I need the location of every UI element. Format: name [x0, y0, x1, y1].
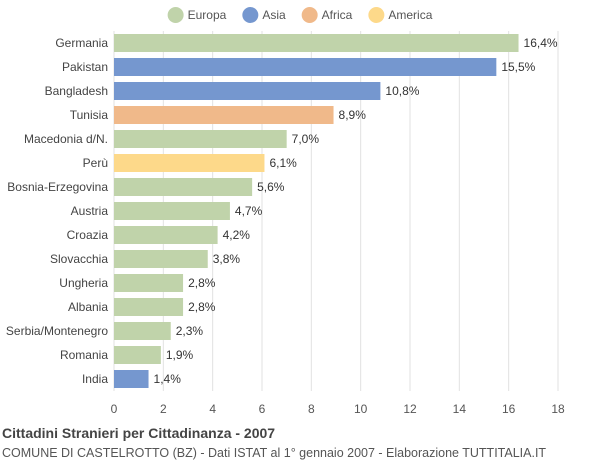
x-tick-label: 4 — [209, 402, 216, 416]
value-label: 16,4% — [524, 36, 558, 50]
value-label: 15,5% — [501, 60, 535, 74]
legend-swatch — [301, 7, 318, 23]
bar — [114, 178, 253, 196]
bar — [114, 226, 218, 244]
x-tick-label: 16 — [502, 402, 516, 416]
x-tick-label: 18 — [551, 402, 565, 416]
category-label: Macedonia d/N. — [24, 132, 108, 146]
category-label: Romania — [60, 348, 108, 362]
x-tick-label: 8 — [308, 402, 315, 416]
value-label: 1,4% — [154, 372, 182, 386]
value-label: 1,9% — [166, 348, 194, 362]
x-tick-label: 6 — [259, 402, 266, 416]
value-label: 8,9% — [339, 108, 367, 122]
value-label: 2,3% — [176, 324, 204, 338]
value-label: 6,1% — [269, 156, 297, 170]
value-label: 2,8% — [188, 276, 216, 290]
value-label: 7,0% — [292, 132, 320, 146]
category-label: Germania — [55, 36, 108, 50]
bar — [114, 322, 171, 340]
bar — [114, 130, 287, 148]
x-tick-label: 2 — [160, 402, 167, 416]
category-label: India — [82, 372, 108, 386]
x-tick-label: 10 — [354, 402, 368, 416]
value-label: 4,7% — [235, 204, 263, 218]
category-label: Albania — [68, 300, 108, 314]
chart-subtitle: COMUNE DI CASTELROTTO (BZ) - Dati ISTAT … — [2, 446, 547, 460]
category-label: Slovacchia — [50, 252, 108, 266]
bar-group-romania: Romania 1,9% — [60, 346, 194, 364]
legend-label: Europa — [188, 8, 227, 22]
legend-item: Europa — [167, 7, 227, 23]
legend-item: Africa — [301, 7, 353, 23]
bar — [114, 58, 497, 76]
bar-group-india: India 1,4% — [82, 370, 181, 388]
category-label: Austria — [71, 204, 109, 218]
bar-group-tunisia: Tunisia 8,9% — [70, 106, 366, 124]
legend-label: Africa — [322, 8, 353, 22]
bar — [114, 154, 265, 172]
bar — [114, 202, 230, 220]
bar — [114, 106, 334, 124]
value-label: 4,2% — [223, 228, 251, 242]
bar-group-macedonia-d-n-: Macedonia d/N. 7,0% — [24, 130, 319, 148]
category-label: Bangladesh — [45, 84, 108, 98]
value-label: 10,8% — [385, 84, 419, 98]
bar-group-per-: Perù 6,1% — [83, 154, 297, 172]
bar-group-austria: Austria 4,7% — [71, 202, 263, 220]
legend-label: America — [388, 8, 432, 22]
bar-group-croazia: Croazia 4,2% — [67, 226, 251, 244]
x-tick-label: 0 — [111, 402, 118, 416]
bar — [114, 346, 161, 364]
bar-group-ungheria: Ungheria 2,8% — [59, 274, 216, 292]
legend-swatch — [242, 7, 259, 23]
category-label: Serbia/Montenegro — [6, 324, 108, 338]
category-label: Perù — [83, 156, 108, 170]
category-label: Tunisia — [70, 108, 109, 122]
legend-swatch — [167, 7, 184, 23]
bar — [114, 82, 381, 100]
bar — [114, 250, 208, 268]
legend-label: Asia — [262, 8, 286, 22]
bar-group-bangladesh: Bangladesh 10,8% — [45, 82, 420, 100]
x-tick-label: 14 — [453, 402, 467, 416]
category-label: Pakistan — [62, 60, 108, 74]
bar — [114, 274, 184, 292]
bar-group-slovacchia: Slovacchia 3,8% — [50, 250, 240, 268]
bar-group-germania: Germania 16,4% — [55, 34, 558, 52]
legend-item: Asia — [242, 7, 286, 23]
value-label: 3,8% — [213, 252, 241, 266]
chart-svg: Germania 16,4% Pakistan 15,5% Bangladesh 10,8… — [6, 7, 565, 416]
category-label: Bosnia-Erzegovina — [7, 180, 108, 194]
legend-item: America — [368, 7, 433, 23]
bar-group-serbia-montenegro: Serbia/Montenegro 2,3% — [6, 322, 203, 340]
legend-swatch — [368, 7, 385, 23]
legend: Europa Asia Africa America — [167, 7, 433, 23]
x-tick-label: 12 — [403, 402, 417, 416]
bar — [114, 370, 149, 388]
bar — [114, 34, 519, 52]
bar-group-albania: Albania 2,8% — [68, 298, 216, 316]
category-label: Croazia — [67, 228, 109, 242]
bar — [114, 298, 184, 316]
bar-group-bosnia-erzegovina: Bosnia-Erzegovina 5,6% — [7, 178, 285, 196]
category-label: Ungheria — [59, 276, 108, 290]
value-label: 5,6% — [257, 180, 285, 194]
chart-title: Cittadini Stranieri per Cittadinanza - 2… — [2, 425, 276, 441]
value-label: 2,8% — [188, 300, 216, 314]
bar-group-pakistan: Pakistan 15,5% — [62, 58, 536, 76]
